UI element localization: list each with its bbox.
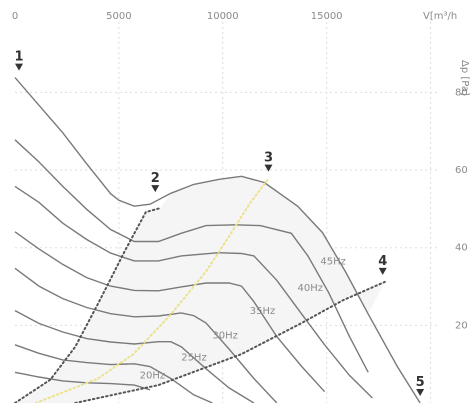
x-axis-label: V[m³/h: [423, 11, 457, 22]
limit-line-4: [74, 280, 386, 403]
frequency-labels: 45Hz 40Hz 35Hz 30Hz 25Hz 20Hz: [140, 256, 346, 381]
x-tick-label: 10000: [207, 11, 239, 22]
operating-range-shade: [15, 176, 385, 403]
x-tick-label: 0: [12, 11, 18, 22]
x-tick-label: 5000: [106, 11, 131, 22]
limit-line-3: [34, 177, 270, 403]
frequency-label: 20Hz: [140, 371, 166, 382]
y-tick-label: 40: [455, 243, 468, 254]
axis-tick-labels: 0 5000 10000 15000 20 40 60 80: [12, 11, 468, 331]
speed-curve-35Hz: [14, 231, 326, 393]
marker-arrow: [151, 185, 160, 193]
marker-label: 3: [264, 151, 273, 166]
speed-curve-25Hz: [14, 309, 255, 403]
marker-label: 1: [14, 50, 23, 65]
y-tick-label: 60: [455, 165, 468, 176]
y-tick-label: 80: [455, 87, 468, 98]
x-tick-label: 15000: [311, 11, 343, 22]
speed-curve-20Hz: [14, 344, 213, 403]
y-tick-label: 20: [455, 320, 468, 331]
marker-arrow: [15, 63, 23, 71]
marker-label: 2: [151, 171, 160, 186]
speed-curve-50Hz: [14, 77, 421, 403]
speed-curve-40Hz: [14, 185, 373, 399]
marker-label: 4: [378, 254, 387, 269]
point-markers: 1 2 3 4 5: [14, 50, 425, 396]
frequency-label: 45Hz: [320, 256, 346, 267]
frequency-label: 40Hz: [298, 283, 324, 294]
speed-curve-30Hz: [14, 267, 278, 403]
marker-label: 5: [416, 375, 425, 390]
marker-arrow: [416, 389, 425, 396]
speed-curve-45Hz: [14, 139, 369, 373]
limit-lines: [14, 177, 386, 403]
marker-arrow: [264, 164, 273, 172]
frequency-label: 35Hz: [250, 306, 275, 317]
marker-arrow: [378, 267, 387, 275]
frequency-label: 30Hz: [212, 331, 238, 342]
limit-line-2: [14, 207, 162, 403]
frequency-label: 25Hz: [181, 352, 207, 363]
speed-curves: [14, 77, 421, 403]
y-axis-label: Δp [Pa]: [459, 60, 470, 96]
